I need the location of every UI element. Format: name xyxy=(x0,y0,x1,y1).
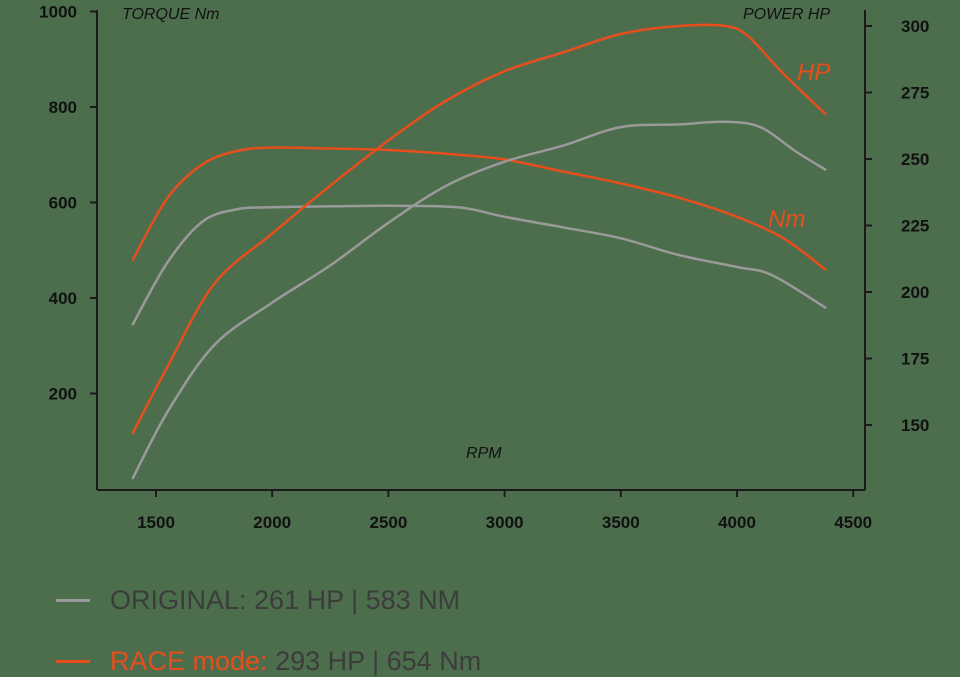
legend-original-text: ORIGINAL: 261 HP | 583 NM xyxy=(110,584,461,615)
original-power-line xyxy=(131,120,827,480)
legend: ORIGINAL: 261 HP | 583 NM RACE mode: 293… xyxy=(56,585,481,676)
x-tick-label: 2500 xyxy=(369,513,407,532)
x-tick-label: 2000 xyxy=(253,513,291,532)
nm-annotation: Nm xyxy=(768,206,805,233)
y2-tick-label: 250 xyxy=(901,150,929,169)
y2-tick-label: 275 xyxy=(901,84,929,103)
legend-item-race: RACE mode: 293 HP | 654 Nm xyxy=(56,646,481,676)
y-tick-label: 400 xyxy=(49,289,77,308)
hp-annotation: HP xyxy=(797,59,830,86)
y-tick-label: 800 xyxy=(49,98,77,117)
x-tick-label: 1500 xyxy=(137,513,175,532)
y-tick-label: 200 xyxy=(49,385,77,404)
y2-tick-label: 225 xyxy=(901,217,929,236)
race-swatch xyxy=(56,659,90,663)
x-tick-label: 4000 xyxy=(718,513,756,532)
x-tick-label: 4500 xyxy=(834,513,872,532)
legend-item-original: ORIGINAL: 261 HP | 583 NM xyxy=(56,585,481,615)
axes: 200 400 600 800 1000 150 175 200 225 250 275 300 150… xyxy=(39,3,929,533)
original-swatch xyxy=(56,598,90,602)
race-torque-line xyxy=(131,146,827,271)
race-power-line xyxy=(131,23,827,435)
y2-tick-label: 175 xyxy=(901,350,929,369)
x-axis-title: RPM xyxy=(466,445,502,462)
series-lines xyxy=(131,23,827,480)
y2-tick-label: 200 xyxy=(901,283,929,302)
x-tick-label: 3000 xyxy=(486,513,524,532)
y2-tick-label: 300 xyxy=(901,17,929,36)
original-torque-line xyxy=(131,204,827,326)
legend-race-label: RACE mode: xyxy=(110,645,268,676)
right-axis-title: POWER HP xyxy=(743,6,830,23)
legend-race-value: 293 HP | 654 Nm xyxy=(267,645,482,676)
y-tick-label: 600 xyxy=(49,194,77,213)
y2-tick-label: 150 xyxy=(901,416,929,435)
dyno-chart: 200 400 600 800 1000 150 175 200 225 250 275 300 150… xyxy=(39,3,929,533)
y-tick-label: 1000 xyxy=(39,3,77,22)
x-tick-label: 3500 xyxy=(602,513,640,532)
left-axis-title: TORQUE Nm xyxy=(122,6,219,23)
